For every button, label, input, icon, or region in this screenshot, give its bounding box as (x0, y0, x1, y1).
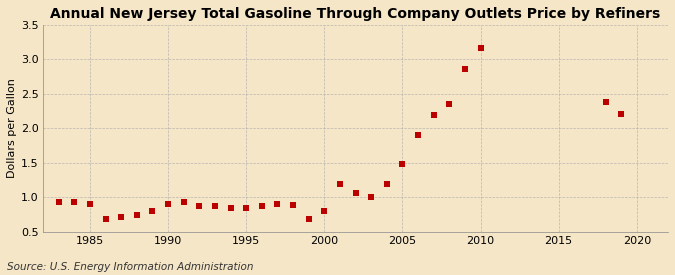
Point (100, 217, 111, 221)
Title: Annual New Jersey Total Gasoline Through Company Outlets Price by Refiners: Annual New Jersey Total Gasoline Through… (51, 7, 661, 21)
Point (209, 204, 220, 208)
Point (460, 67, 470, 71)
Point (381, 182, 392, 186)
Point (53, 200, 64, 204)
Point (335, 182, 346, 186)
Point (350, 191, 361, 196)
Point (412, 132, 423, 137)
Point (475, 45, 486, 50)
Point (616, 112, 626, 116)
Point (225, 206, 236, 211)
Point (272, 202, 283, 207)
Point (428, 112, 439, 117)
Y-axis label: Dollars per Gallon: Dollars per Gallon (7, 78, 17, 178)
Point (132, 213, 142, 217)
Point (303, 217, 314, 221)
Point (256, 204, 267, 208)
Point (366, 195, 377, 200)
Point (178, 200, 189, 204)
Point (600, 100, 611, 104)
Point (288, 203, 298, 207)
Point (319, 209, 329, 213)
Point (115, 214, 126, 219)
Point (397, 162, 408, 166)
Point (194, 204, 205, 208)
Point (69, 199, 80, 204)
Point (444, 102, 455, 106)
Point (241, 206, 252, 211)
Point (147, 209, 158, 213)
Point (84, 201, 95, 206)
Point (163, 201, 173, 206)
Text: Source: U.S. Energy Information Administration: Source: U.S. Energy Information Administ… (7, 262, 253, 272)
